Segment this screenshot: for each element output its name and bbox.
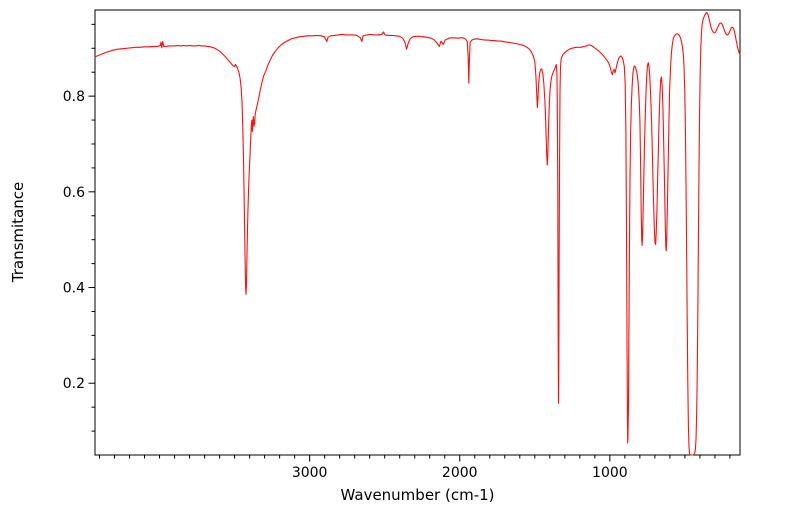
x-tick-label: 2000 (442, 465, 478, 481)
x-tick-label: 1000 (592, 465, 628, 481)
y-tick-label: 0.6 (63, 185, 85, 201)
plot-border (94, 9, 741, 456)
y-tick-label: 0.4 (63, 281, 85, 297)
x-tick-label: 3000 (292, 465, 328, 481)
y-tick-label: 0.8 (63, 89, 85, 105)
x-axis-label: Wavenumber (cm-1) (340, 486, 495, 504)
tick-labels: 3000 2000 1000 0.2 0.4 0.6 0.8 (63, 89, 628, 481)
y-axis-label: Transmitance (9, 181, 27, 283)
axis-ticks (88, 23, 731, 462)
spectrum-line (94, 11, 741, 456)
y-tick-label: 0.2 (63, 376, 85, 392)
